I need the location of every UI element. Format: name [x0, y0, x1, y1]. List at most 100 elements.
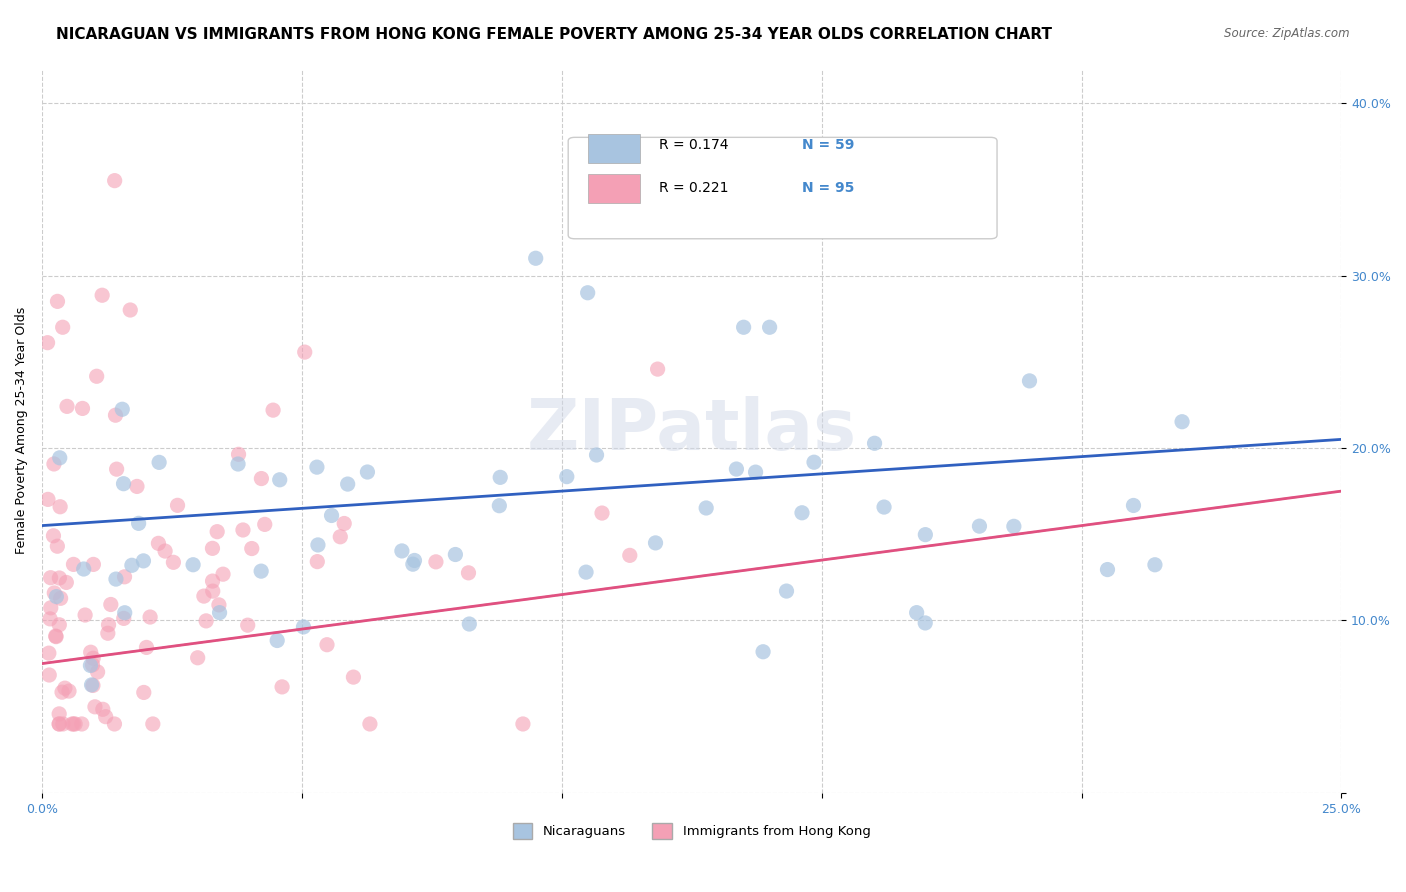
Immigrants from Hong Kong	[333, 516, 356, 531]
Immigrants from Hong Kong	[55, 575, 77, 590]
Nicaraguans	[575, 565, 598, 579]
Immigrants from Hong Kong	[228, 447, 250, 461]
Immigrants from Hong Kong	[39, 612, 62, 626]
Immigrants from Hong Kong	[48, 717, 70, 731]
FancyBboxPatch shape	[568, 137, 997, 239]
Immigrants from Hong Kong	[38, 646, 60, 660]
Y-axis label: Female Poverty Among 25-34 Year Olds: Female Poverty Among 25-34 Year Olds	[15, 307, 28, 554]
Immigrants from Hong Kong	[316, 638, 339, 652]
Immigrants from Hong Kong	[80, 645, 103, 659]
Immigrants from Hong Kong	[120, 303, 142, 318]
Immigrants from Hong Kong	[70, 717, 93, 731]
Nicaraguans	[121, 558, 143, 573]
Immigrants from Hong Kong	[49, 591, 72, 606]
Nicaraguans	[48, 450, 70, 465]
Nicaraguans	[208, 606, 231, 620]
Nicaraguans	[790, 506, 813, 520]
Nicaraguans	[73, 562, 96, 576]
Immigrants from Hong Kong	[153, 544, 176, 558]
Nicaraguans	[775, 584, 797, 599]
Immigrants from Hong Kong	[148, 536, 170, 550]
Text: N = 59: N = 59	[801, 137, 855, 152]
Immigrants from Hong Kong	[82, 678, 104, 692]
Nicaraguans	[969, 519, 991, 533]
Nicaraguans	[555, 469, 578, 483]
Immigrants from Hong Kong	[38, 668, 60, 682]
Nicaraguans	[644, 536, 666, 550]
Immigrants from Hong Kong	[294, 345, 316, 359]
Immigrants from Hong Kong	[236, 618, 259, 632]
Immigrants from Hong Kong	[162, 555, 184, 569]
Nicaraguans	[391, 544, 413, 558]
Immigrants from Hong Kong	[619, 549, 641, 563]
Immigrants from Hong Kong	[97, 626, 120, 640]
Text: R = 0.174: R = 0.174	[659, 137, 728, 152]
Immigrants from Hong Kong	[212, 567, 235, 582]
Immigrants from Hong Kong	[139, 610, 162, 624]
Immigrants from Hong Kong	[60, 717, 83, 731]
Immigrants from Hong Kong	[125, 479, 148, 493]
Immigrants from Hong Kong	[166, 499, 188, 513]
Nicaraguans	[488, 499, 510, 513]
Nicaraguans	[45, 590, 67, 604]
Immigrants from Hong Kong	[52, 320, 75, 334]
Nicaraguans	[585, 448, 607, 462]
Nicaraguans	[292, 620, 315, 634]
Immigrants from Hong Kong	[91, 702, 114, 716]
Immigrants from Hong Kong	[132, 685, 155, 699]
Immigrants from Hong Kong	[104, 408, 127, 422]
Immigrants from Hong Kong	[201, 541, 224, 556]
Immigrants from Hong Kong	[86, 665, 108, 679]
Nicaraguans	[695, 500, 717, 515]
Immigrants from Hong Kong	[44, 586, 66, 600]
Immigrants from Hong Kong	[114, 570, 136, 584]
Nicaraguans	[1018, 374, 1040, 388]
Nicaraguans	[250, 564, 273, 578]
Immigrants from Hong Kong	[512, 717, 534, 731]
Immigrants from Hong Kong	[46, 539, 69, 553]
Immigrants from Hong Kong	[201, 574, 224, 588]
Immigrants from Hong Kong	[104, 174, 127, 188]
Immigrants from Hong Kong	[63, 717, 86, 731]
Nicaraguans	[863, 436, 886, 450]
Nicaraguans	[104, 572, 127, 586]
Text: N = 95: N = 95	[801, 181, 855, 195]
Immigrants from Hong Kong	[52, 717, 75, 731]
Nicaraguans	[111, 402, 134, 417]
Immigrants from Hong Kong	[82, 657, 104, 672]
Immigrants from Hong Kong	[195, 614, 218, 628]
Immigrants from Hong Kong	[39, 600, 62, 615]
Immigrants from Hong Kong	[97, 617, 120, 632]
Nicaraguans	[725, 462, 748, 476]
Text: R = 0.221: R = 0.221	[659, 181, 728, 195]
Nicaraguans	[356, 465, 378, 479]
Immigrants from Hong Kong	[359, 717, 381, 731]
Immigrants from Hong Kong	[112, 611, 135, 625]
Nicaraguans	[402, 557, 425, 571]
Immigrants from Hong Kong	[56, 400, 79, 414]
Nicaraguans	[1171, 415, 1194, 429]
Immigrants from Hong Kong	[142, 717, 165, 731]
Text: ZIPatlas: ZIPatlas	[527, 396, 856, 466]
Immigrants from Hong Kong	[105, 462, 128, 476]
Immigrants from Hong Kong	[591, 506, 613, 520]
Nicaraguans	[148, 455, 170, 469]
Immigrants from Hong Kong	[647, 362, 669, 376]
Nicaraguans	[307, 538, 329, 552]
Nicaraguans	[1002, 519, 1025, 533]
Immigrants from Hong Kong	[342, 670, 364, 684]
Immigrants from Hong Kong	[100, 598, 122, 612]
Immigrants from Hong Kong	[82, 651, 104, 665]
Immigrants from Hong Kong	[39, 571, 62, 585]
Nicaraguans	[758, 320, 780, 334]
Nicaraguans	[269, 473, 291, 487]
Immigrants from Hong Kong	[208, 598, 231, 612]
Text: NICARAGUAN VS IMMIGRANTS FROM HONG KONG FEMALE POVERTY AMONG 25-34 YEAR OLDS COR: NICARAGUAN VS IMMIGRANTS FROM HONG KONG …	[56, 27, 1052, 42]
Immigrants from Hong Kong	[62, 717, 84, 731]
Nicaraguans	[873, 500, 896, 514]
Immigrants from Hong Kong	[86, 369, 108, 384]
Immigrants from Hong Kong	[42, 457, 65, 471]
Immigrants from Hong Kong	[425, 555, 447, 569]
Nicaraguans	[914, 615, 936, 630]
Immigrants from Hong Kong	[193, 589, 215, 603]
